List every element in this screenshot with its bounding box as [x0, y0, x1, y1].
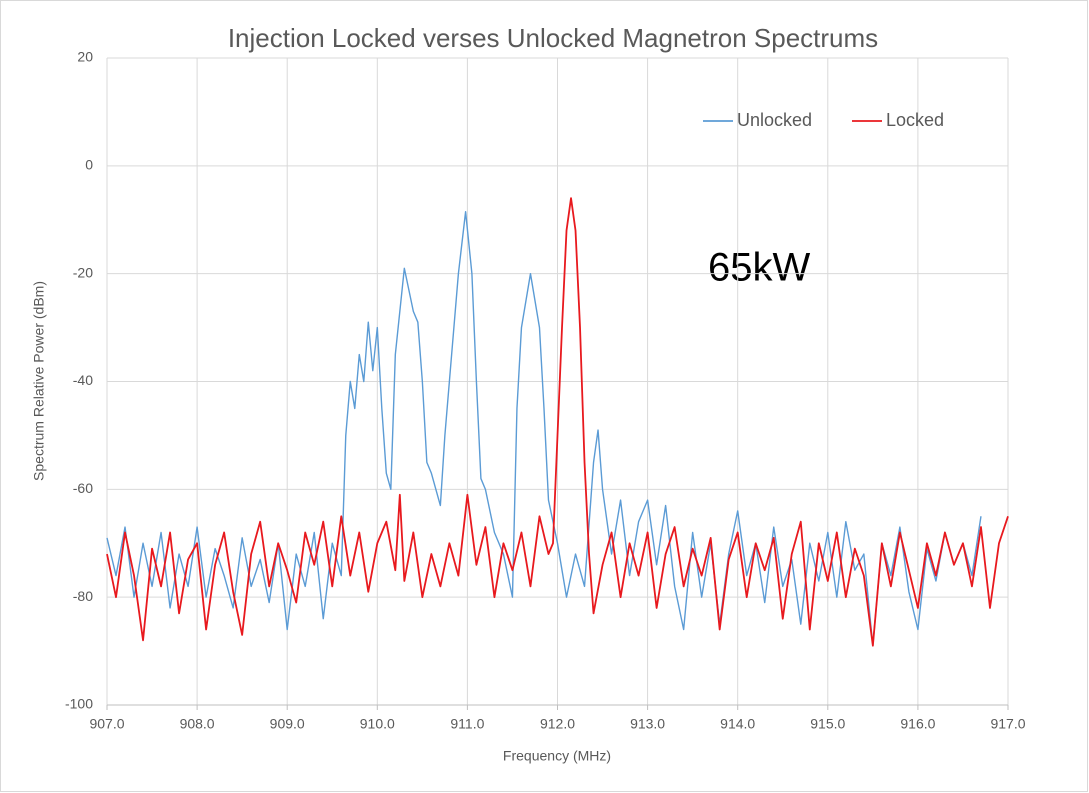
- x-tick-label: 912.0: [540, 716, 575, 732]
- x-tick-label: 907.0: [89, 716, 124, 732]
- chart-title: Injection Locked verses Unlocked Magnetr…: [228, 23, 878, 53]
- y-tick-label: 20: [77, 49, 93, 65]
- x-axis-label: Frequency (MHz): [503, 748, 611, 764]
- series-line: [106, 197, 1009, 647]
- x-tick-label: 909.0: [270, 716, 305, 732]
- y-tick-label: -100: [65, 696, 93, 712]
- series-line: [106, 210, 982, 647]
- x-tick-label: 910.0: [360, 716, 395, 732]
- x-tick-label: 911.0: [450, 716, 484, 732]
- x-tick-label: 917.0: [990, 716, 1025, 732]
- x-tick-label: 908.0: [180, 716, 215, 732]
- legend-label: Locked: [886, 110, 944, 130]
- x-tick-label: 913.0: [630, 716, 665, 732]
- y-axis-label: Spectrum Relative Power (dBm): [31, 281, 47, 481]
- x-tick-label: 916.0: [900, 716, 935, 732]
- y-tick-label: -80: [73, 588, 93, 604]
- legend-label: Unlocked: [737, 110, 812, 130]
- annotation: 65kW: [708, 246, 810, 290]
- y-tick-label: -40: [73, 372, 93, 388]
- x-tick-label: 914.0: [720, 716, 755, 732]
- x-tick-label: 915.0: [810, 716, 845, 732]
- y-tick-label: -20: [73, 264, 93, 280]
- y-tick-label: 0: [85, 157, 93, 173]
- y-tick-label: -60: [73, 480, 93, 496]
